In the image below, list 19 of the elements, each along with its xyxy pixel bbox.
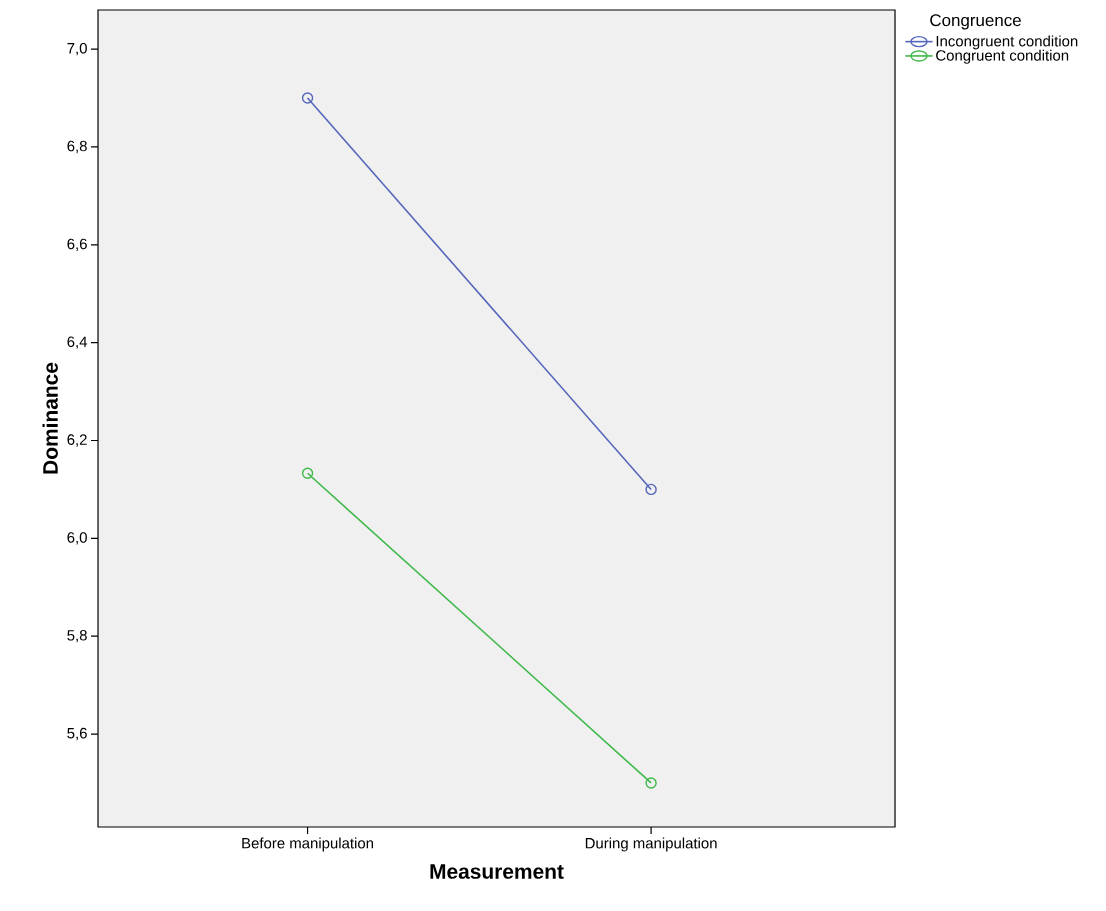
y-tick-label: 5,6: [67, 727, 87, 741]
y-tick-label: 6,2: [67, 434, 87, 447]
y-tick-label: 6,8: [67, 140, 87, 154]
y-tick-label: 6,6: [67, 238, 87, 251]
x-axis-title: Measurement: [430, 864, 564, 879]
legend-title: Congruence: [930, 14, 1021, 30]
legend-label: Congruent condition: [936, 49, 1069, 64]
point: [645, 777, 657, 789]
y-tick-label: 7,0: [67, 42, 87, 56]
legend-label: Incongruent condition: [936, 35, 1078, 50]
point: [301, 467, 314, 479]
x-tick-label: Before manipulation: [242, 837, 374, 852]
y-tick-label: 6,0: [67, 532, 87, 545]
point: [301, 92, 314, 104]
point: [645, 483, 657, 496]
y-axis-title: Dominance: [42, 362, 58, 474]
x-tick-label: During manipulation: [585, 837, 717, 852]
y-tick-label: 5,8: [67, 630, 87, 643]
y-tick-label: 6,4: [67, 336, 88, 349]
